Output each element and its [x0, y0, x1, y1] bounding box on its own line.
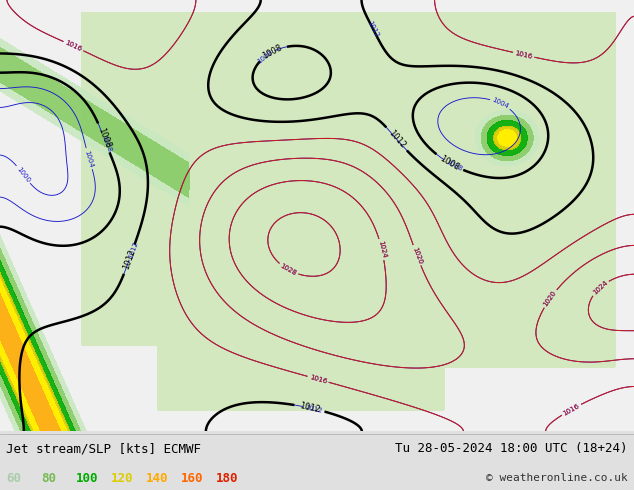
Text: 1016: 1016	[562, 403, 581, 416]
Text: 1012: 1012	[386, 128, 407, 150]
Text: 1008: 1008	[256, 49, 274, 65]
Text: 1020: 1020	[411, 246, 423, 265]
Text: 1008: 1008	[444, 159, 463, 172]
Text: 1008: 1008	[96, 126, 112, 149]
Text: © weatheronline.co.uk: © weatheronline.co.uk	[486, 473, 628, 483]
Text: 1016: 1016	[309, 374, 328, 385]
Text: 1012: 1012	[366, 20, 380, 38]
Text: 1016: 1016	[64, 40, 83, 52]
Text: 100: 100	[76, 472, 98, 485]
Text: 1012: 1012	[304, 404, 323, 414]
Text: Tu 28-05-2024 18:00 UTC (18+24): Tu 28-05-2024 18:00 UTC (18+24)	[395, 442, 628, 455]
Text: 1000: 1000	[15, 166, 31, 183]
Text: 1024: 1024	[592, 279, 609, 296]
Text: 1016: 1016	[514, 50, 533, 60]
Text: 1016: 1016	[514, 50, 533, 60]
Text: 1020: 1020	[411, 246, 423, 265]
Text: 1016: 1016	[309, 374, 328, 385]
Text: 1012: 1012	[127, 240, 139, 259]
Text: 140: 140	[146, 472, 168, 485]
Text: 1008: 1008	[438, 154, 461, 172]
Text: Jet stream/SLP [kts] ECMWF: Jet stream/SLP [kts] ECMWF	[6, 442, 202, 455]
Text: 60: 60	[6, 472, 22, 485]
Text: 1016: 1016	[64, 40, 83, 52]
Text: 80: 80	[41, 472, 56, 485]
Text: 1020: 1020	[543, 290, 558, 308]
Text: 1012: 1012	[299, 401, 321, 415]
Text: 1028: 1028	[279, 263, 297, 277]
Text: 1012: 1012	[122, 248, 137, 270]
Text: 1024: 1024	[592, 279, 609, 296]
Text: 1024: 1024	[377, 240, 387, 259]
Text: 1024: 1024	[377, 240, 387, 259]
Text: 1016: 1016	[562, 403, 581, 416]
Text: 1028: 1028	[279, 263, 297, 277]
Text: 1004: 1004	[84, 149, 94, 168]
Text: 1020: 1020	[543, 290, 558, 308]
Text: 120: 120	[111, 472, 133, 485]
Text: 1008: 1008	[261, 43, 284, 61]
Text: 1004: 1004	[491, 97, 510, 110]
Text: 160: 160	[181, 472, 203, 485]
Text: 180: 180	[216, 472, 238, 485]
Text: 1008: 1008	[100, 134, 112, 153]
